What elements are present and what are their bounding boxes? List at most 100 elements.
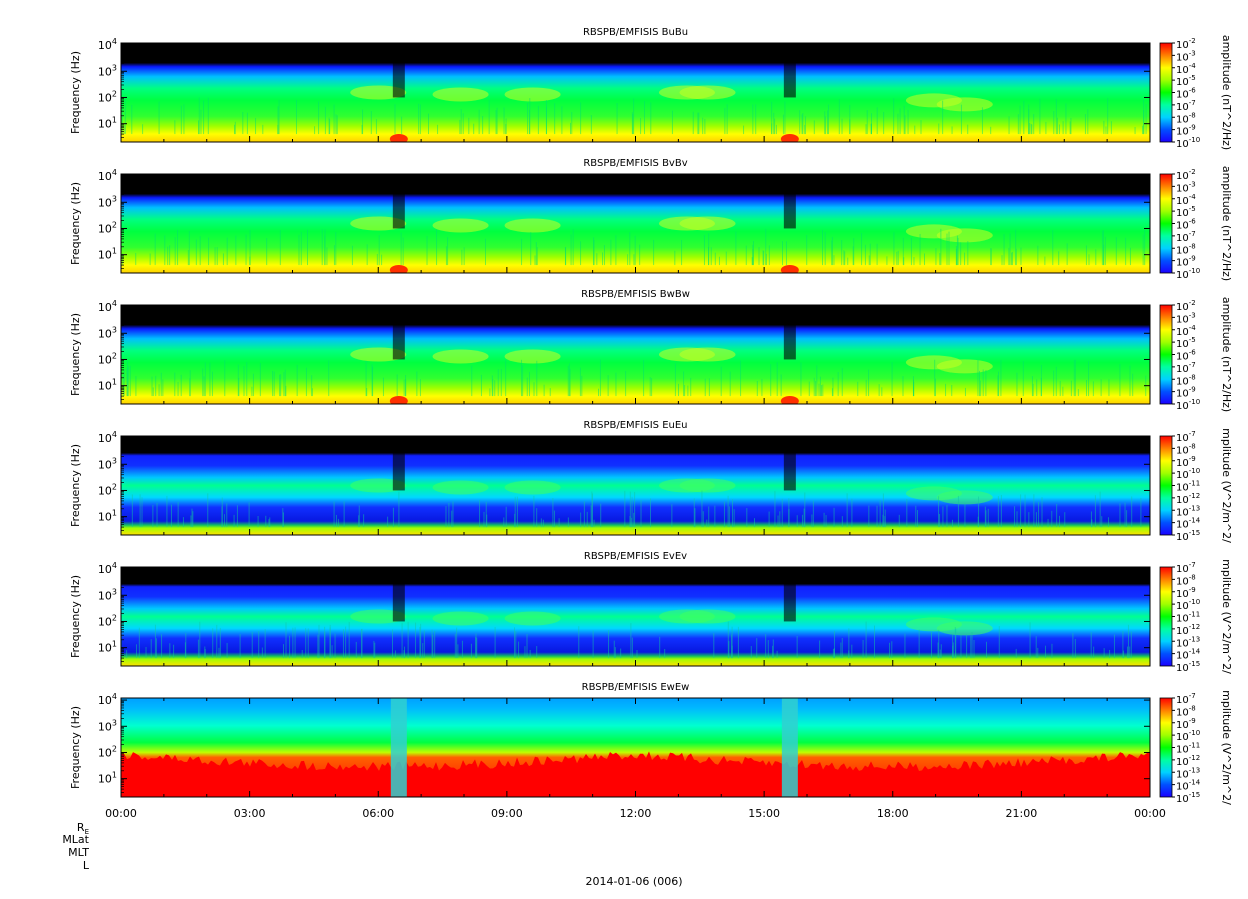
- colorbar-tick-label: 10-7: [1176, 99, 1196, 113]
- ephemeris-label-l: L: [83, 859, 90, 872]
- colorbar-tick-label: 10-4: [1176, 193, 1196, 207]
- colorbar-tick-label: 10-5: [1176, 205, 1196, 219]
- panel-title: RBSPB/EMFISIS BuBu: [583, 27, 688, 38]
- colorbar-tick-label: 10-7: [1176, 561, 1196, 575]
- colorbar-tick-label: 10-8: [1176, 242, 1196, 256]
- colorbar-tick-label: 10-8: [1176, 704, 1196, 718]
- y-tick-label: 103: [98, 325, 117, 340]
- heatmap: [121, 698, 1150, 797]
- y-axis-label: Frequency (Hz): [69, 51, 82, 134]
- colorbar-tick-label: 10-9: [1176, 255, 1196, 269]
- colorbar-tick-label: 10-7: [1176, 230, 1196, 244]
- panel-title: RBSPB/EMFISIS BvBv: [583, 158, 687, 169]
- y-tick-label: 101: [98, 378, 117, 393]
- y-axis-label: Frequency (Hz): [69, 182, 82, 265]
- colorbar-tick-label: 10-8: [1176, 573, 1196, 587]
- ephemeris-label-mlt: MLT: [68, 846, 89, 859]
- colorbar: [1159, 42, 1173, 143]
- colorbar-label: amplitude (nT^2/Hz): [1220, 297, 1233, 412]
- colorbar-tick-label: 10-14: [1176, 648, 1201, 662]
- spectrogram-panel-1: RBSPB/EMFISIS BuBu 104 103 102 101 Frequency …: [69, 27, 1233, 150]
- colorbar: [1159, 173, 1173, 274]
- y-tick-label: 104: [98, 561, 117, 576]
- spectrogram-panel-2: RBSPB/EMFISIS BvBv 104 103 102 101 Frequency …: [69, 158, 1233, 281]
- colorbar-tick-label: 10-5: [1176, 74, 1196, 88]
- y-tick-label: 104: [98, 692, 117, 707]
- colorbar: [1159, 435, 1173, 536]
- y-axis-label: Frequency (Hz): [69, 313, 82, 396]
- y-tick-label: 102: [98, 351, 117, 366]
- x-tick-label: 15:00: [748, 807, 780, 820]
- y-tick-label: 103: [98, 456, 117, 471]
- colorbar-tick-label: 10-4: [1176, 324, 1196, 338]
- colorbar-label: amplitude (nT^2/Hz): [1220, 35, 1233, 150]
- heatmap: [121, 305, 1150, 404]
- colorbar-tick-label: 10-15: [1176, 791, 1200, 805]
- colorbar-tick-label: 10-2: [1176, 37, 1196, 51]
- colorbar-tick-label: 10-6: [1176, 218, 1196, 232]
- colorbar-tick-label: 10-5: [1176, 336, 1196, 350]
- colorbar-tick-label: 10-15: [1176, 660, 1200, 674]
- colorbar-label: mplitude (V^2/m^2/: [1220, 690, 1233, 805]
- y-tick-label: 103: [98, 194, 117, 209]
- spectrogram-panel-6: RBSPB/EMFISIS EwEw 104 103 102 101 Frequency …: [69, 682, 1233, 805]
- y-tick-label: 102: [98, 89, 117, 104]
- x-tick-label: 03:00: [234, 807, 266, 820]
- colorbar-tick-label: 10-11: [1176, 611, 1200, 625]
- panel-title: RBSPB/EMFISIS EvEv: [584, 551, 687, 562]
- y-tick-label: 102: [98, 220, 117, 235]
- y-tick-label: 102: [98, 613, 117, 628]
- spectrogram-panel-4: RBSPB/EMFISIS EuEu 104 103 102 101 Frequency …: [69, 420, 1233, 543]
- colorbar-tick-label: 10-13: [1176, 504, 1200, 518]
- colorbar-tick-label: 10-6: [1176, 87, 1196, 101]
- colorbar-tick-label: 10-2: [1176, 168, 1196, 182]
- y-tick-label: 102: [98, 744, 117, 759]
- colorbar-tick-label: 10-9: [1176, 586, 1196, 600]
- heatmap: [121, 567, 1150, 666]
- heatmap: [121, 174, 1150, 273]
- x-tick-label: 06:00: [362, 807, 394, 820]
- colorbar-tick-label: 10-10: [1176, 267, 1200, 281]
- colorbar: [1159, 697, 1173, 798]
- colorbar-tick-label: 10-3: [1176, 49, 1196, 63]
- y-tick-label: 104: [98, 168, 117, 183]
- colorbar-tick-label: 10-9: [1176, 124, 1196, 138]
- x-tick-label: 21:00: [1006, 807, 1038, 820]
- x-tick-label: 09:00: [491, 807, 523, 820]
- ephemeris-labels: RE MLat MLT L: [62, 821, 90, 872]
- y-tick-label: 103: [98, 63, 117, 78]
- colorbar-label: mplitude (V^2/m^2/: [1220, 428, 1233, 543]
- colorbar: [1159, 304, 1173, 405]
- colorbar-tick-label: 10-9: [1176, 386, 1196, 400]
- panel-title: RBSPB/EMFISIS EwEw: [582, 682, 690, 693]
- colorbar-tick-label: 10-3: [1176, 311, 1196, 325]
- x-tick-label: 00:00: [1134, 807, 1166, 820]
- y-tick-label: 101: [98, 771, 117, 786]
- colorbar-tick-label: 10-9: [1176, 455, 1196, 469]
- colorbar-tick-label: 10-9: [1176, 717, 1196, 731]
- heatmap: [121, 43, 1150, 142]
- colorbar-tick-label: 10-8: [1176, 111, 1196, 125]
- colorbar-tick-label: 10-10: [1176, 136, 1200, 150]
- colorbar-tick-label: 10-14: [1176, 779, 1201, 793]
- colorbar-tick-label: 10-7: [1176, 361, 1196, 375]
- colorbar-tick-label: 10-11: [1176, 480, 1200, 494]
- colorbar-tick-label: 10-15: [1176, 529, 1200, 543]
- colorbar-tick-label: 10-6: [1176, 349, 1196, 363]
- colorbar-tick-label: 10-4: [1176, 62, 1196, 76]
- colorbar: [1159, 566, 1173, 667]
- colorbar-tick-label: 10-12: [1176, 623, 1200, 637]
- y-axis-label: Frequency (Hz): [69, 444, 82, 527]
- colorbar-tick-label: 10-10: [1176, 598, 1200, 612]
- y-tick-label: 104: [98, 299, 117, 314]
- colorbar-tick-label: 10-14: [1176, 517, 1201, 531]
- y-axis-label: Frequency (Hz): [69, 706, 82, 789]
- colorbar-tick-label: 10-8: [1176, 442, 1196, 456]
- y-tick-label: 104: [98, 430, 117, 445]
- x-tick-label: 00:00: [105, 807, 137, 820]
- x-tick-label: 18:00: [877, 807, 909, 820]
- y-tick-label: 101: [98, 509, 117, 524]
- colorbar-tick-label: 10-7: [1176, 692, 1196, 706]
- panel-title: RBSPB/EMFISIS BwBw: [581, 289, 690, 300]
